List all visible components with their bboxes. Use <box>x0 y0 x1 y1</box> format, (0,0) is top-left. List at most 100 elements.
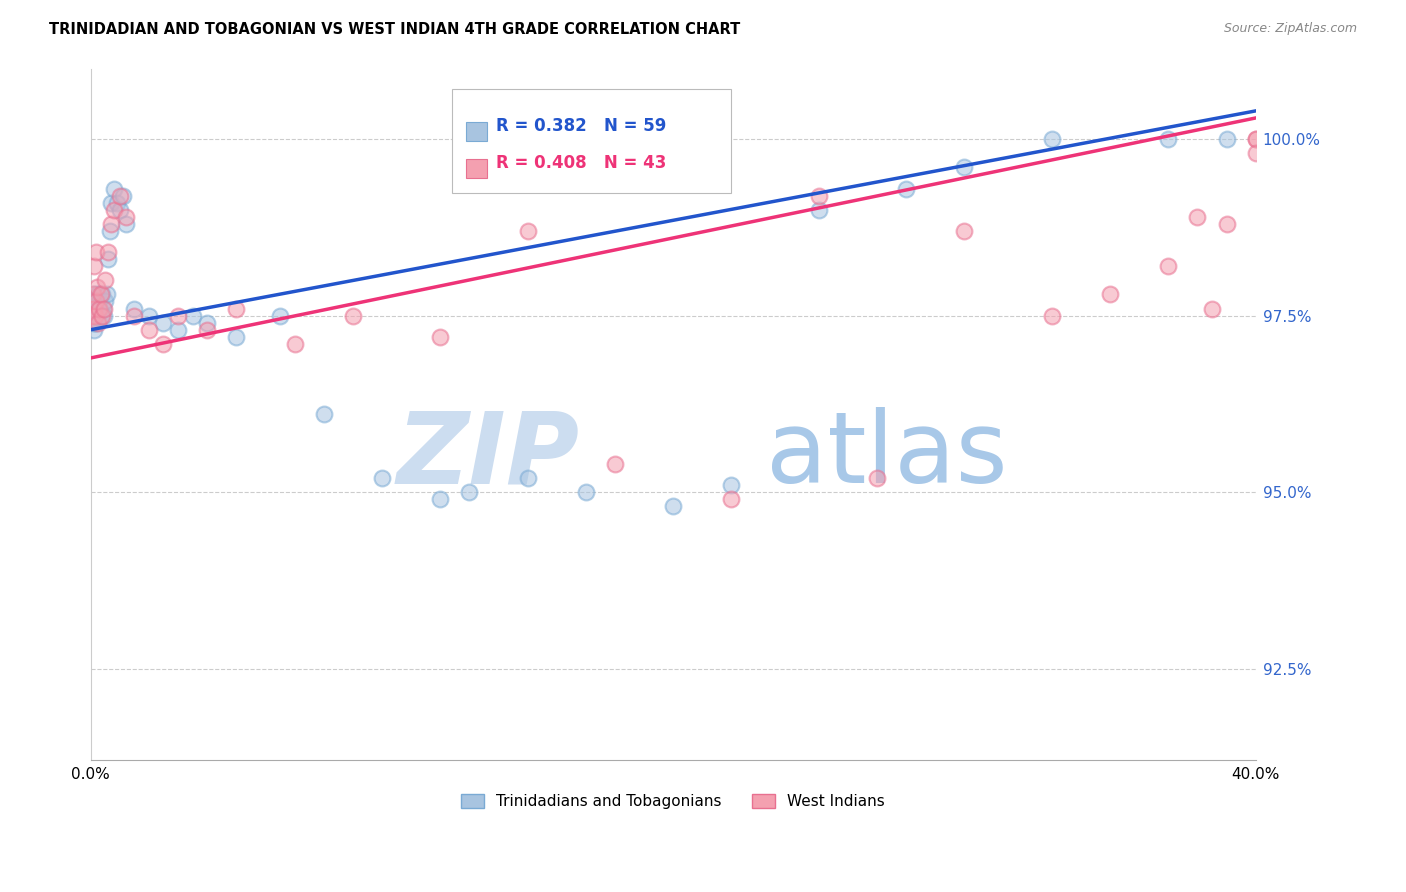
Point <box>225 330 247 344</box>
Point <box>89 294 111 309</box>
Point <box>138 323 160 337</box>
Point <box>1040 132 1063 146</box>
Point <box>283 336 305 351</box>
Point <box>458 485 481 500</box>
Point <box>91 301 114 316</box>
Point <box>103 202 125 217</box>
Point <box>82 301 104 316</box>
Point <box>100 217 122 231</box>
Point <box>1244 146 1267 161</box>
Point <box>86 301 108 316</box>
Point <box>94 294 117 309</box>
Point <box>603 457 626 471</box>
Point <box>516 471 538 485</box>
Point <box>807 202 830 217</box>
Point <box>429 492 451 507</box>
Point <box>953 161 976 175</box>
Point <box>83 309 105 323</box>
Point <box>98 224 121 238</box>
Point <box>83 259 105 273</box>
Point <box>953 224 976 238</box>
Point <box>429 330 451 344</box>
Point <box>93 309 115 323</box>
Point <box>94 273 117 287</box>
Point <box>86 287 108 301</box>
Point <box>84 309 107 323</box>
Point <box>80 309 103 323</box>
Point <box>87 309 110 323</box>
Point <box>720 492 742 507</box>
Point <box>1244 132 1267 146</box>
Point <box>90 309 112 323</box>
Point <box>1040 309 1063 323</box>
FancyBboxPatch shape <box>465 122 486 141</box>
Text: Source: ZipAtlas.com: Source: ZipAtlas.com <box>1223 22 1357 36</box>
Point <box>83 323 105 337</box>
Point <box>111 188 134 202</box>
Point <box>516 224 538 238</box>
Point <box>1201 301 1223 316</box>
Text: TRINIDADIAN AND TOBAGONIAN VS WEST INDIAN 4TH GRADE CORRELATION CHART: TRINIDADIAN AND TOBAGONIAN VS WEST INDIA… <box>49 22 741 37</box>
Point <box>312 408 335 422</box>
Point <box>91 309 114 323</box>
Point <box>82 287 104 301</box>
Point <box>167 323 190 337</box>
Point <box>1215 132 1237 146</box>
Text: ZIP: ZIP <box>396 408 579 505</box>
Point <box>93 301 115 316</box>
Point <box>269 309 291 323</box>
Point <box>87 316 110 330</box>
Point <box>181 309 204 323</box>
FancyBboxPatch shape <box>451 89 731 193</box>
Point <box>720 478 742 492</box>
Text: atlas: atlas <box>766 408 1008 505</box>
Point <box>1215 217 1237 231</box>
Point <box>152 336 174 351</box>
Point <box>225 301 247 316</box>
Point <box>84 245 107 260</box>
Point <box>896 181 918 195</box>
Point <box>91 287 114 301</box>
Point <box>86 294 108 309</box>
Point <box>108 188 131 202</box>
Point <box>80 309 103 323</box>
Point <box>108 202 131 217</box>
Point <box>124 309 146 323</box>
Point <box>84 294 107 309</box>
Text: R = 0.382   N = 59: R = 0.382 N = 59 <box>496 117 666 135</box>
Text: R = 0.408   N = 43: R = 0.408 N = 43 <box>496 153 666 171</box>
Legend: Trinidadians and Tobagonians, West Indians: Trinidadians and Tobagonians, West India… <box>456 788 891 815</box>
Point <box>84 309 107 323</box>
Point <box>89 301 111 316</box>
Point <box>100 195 122 210</box>
Point <box>1244 132 1267 146</box>
Point <box>152 316 174 330</box>
Point <box>82 294 104 309</box>
Point <box>82 316 104 330</box>
Point <box>114 210 136 224</box>
Point <box>84 301 107 316</box>
Point <box>371 471 394 485</box>
Point <box>807 188 830 202</box>
Point <box>89 301 111 316</box>
Point <box>662 500 685 514</box>
Point <box>83 301 105 316</box>
FancyBboxPatch shape <box>465 159 486 178</box>
Point <box>84 316 107 330</box>
Point <box>83 316 105 330</box>
Point <box>1099 287 1122 301</box>
Point <box>1157 259 1180 273</box>
Point <box>866 471 889 485</box>
Point <box>1187 210 1209 224</box>
Point <box>87 301 110 316</box>
Point <box>195 323 218 337</box>
Point <box>1157 132 1180 146</box>
Point <box>83 301 105 316</box>
Point <box>84 309 107 323</box>
Point <box>97 252 120 267</box>
Point <box>89 287 111 301</box>
Point <box>86 309 108 323</box>
Point <box>342 309 364 323</box>
Point <box>114 217 136 231</box>
Point <box>103 181 125 195</box>
